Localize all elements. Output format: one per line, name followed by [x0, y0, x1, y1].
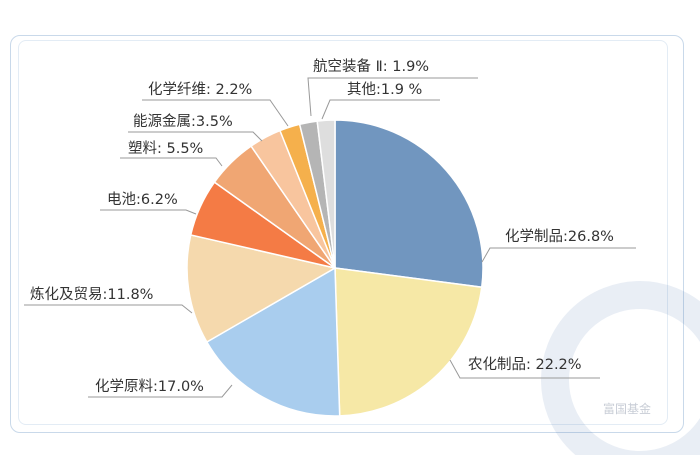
chart-inner-frame: [18, 40, 668, 425]
pie-slice: [205, 266, 341, 417]
slice-label: 炼化及贸易:11.8%: [30, 287, 154, 303]
pie-slice: [316, 119, 336, 269]
leader-line: [24, 304, 193, 314]
pie-slice: [334, 267, 483, 417]
pie-slice: [334, 119, 484, 289]
leader-line: [128, 131, 263, 142]
watermark-text: 富国基金: [603, 402, 652, 416]
leader-line: [481, 247, 636, 263]
leader-line: [449, 359, 600, 379]
leader-line: [307, 77, 478, 117]
chart-frame: [10, 35, 684, 433]
slice-label: 航空装备 Ⅱ: 1.9%: [313, 59, 430, 75]
leader-line: [142, 99, 289, 127]
slice-label: 能源金属:3.5%: [133, 114, 233, 130]
leader-line: [88, 384, 233, 398]
leader-line: [120, 157, 223, 167]
slice-label: 化学制品:26.8%: [505, 229, 614, 245]
slice-label: 农化制品: 22.2%: [468, 357, 582, 373]
pie-slice: [186, 234, 338, 344]
watermark-logo: [541, 281, 700, 455]
slice-label: 塑料: 5.5%: [128, 141, 204, 157]
slice-label: 其他:1.9 %: [347, 82, 423, 98]
leader-line: [321, 99, 440, 120]
leader-line: [100, 209, 197, 215]
slice-label: 化学纤维: 2.2%: [148, 82, 253, 98]
slice-label: 电池:6.2%: [107, 192, 178, 208]
slice-label: 化学原料:17.0%: [95, 379, 204, 395]
